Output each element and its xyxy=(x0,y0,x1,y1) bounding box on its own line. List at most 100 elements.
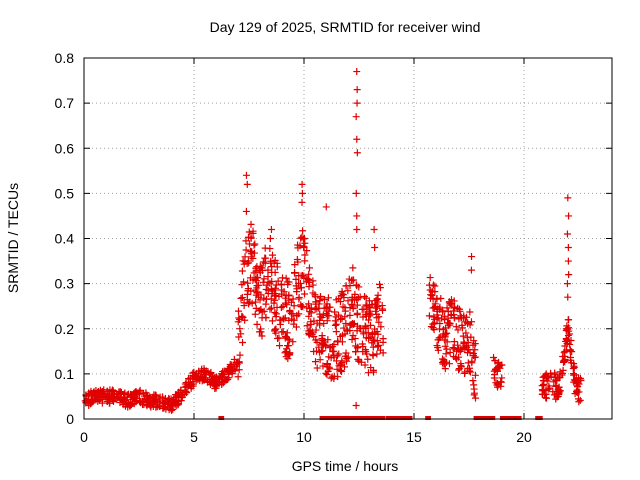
data-point xyxy=(550,378,558,386)
data-point xyxy=(151,395,159,403)
data-point xyxy=(542,371,550,379)
data-point xyxy=(375,313,383,321)
data-point xyxy=(378,302,386,310)
data-point xyxy=(426,274,434,282)
data-point xyxy=(377,323,385,331)
data-point xyxy=(322,203,330,211)
data-point xyxy=(259,258,267,266)
data-point xyxy=(443,304,451,312)
data-point xyxy=(428,292,436,300)
data-point xyxy=(373,328,381,336)
data-point xyxy=(300,274,308,282)
data-point xyxy=(238,281,246,289)
data-point xyxy=(442,358,450,366)
y-tick-label: 0.6 xyxy=(55,140,75,156)
data-point xyxy=(370,225,378,233)
data-point xyxy=(298,198,306,206)
data-point xyxy=(349,264,357,272)
data-point xyxy=(359,348,367,356)
data-point xyxy=(247,220,255,228)
data-point xyxy=(252,298,259,306)
data-point xyxy=(162,405,170,413)
data-point xyxy=(271,268,279,276)
y-tick-label: 0.4 xyxy=(55,231,75,247)
data-point xyxy=(301,257,309,265)
data-point xyxy=(259,278,267,286)
data-point xyxy=(159,393,167,401)
data-point xyxy=(350,276,358,284)
data-point xyxy=(252,304,260,312)
y-tick-label: 0.5 xyxy=(55,185,75,201)
data-point xyxy=(466,321,474,329)
data-point xyxy=(439,360,447,368)
data-point xyxy=(294,258,302,266)
data-point xyxy=(570,363,578,371)
data-point xyxy=(563,230,571,238)
data-point xyxy=(379,349,387,357)
data-point xyxy=(119,401,127,409)
data-point xyxy=(342,349,350,357)
data-point xyxy=(206,378,214,386)
data-point xyxy=(322,341,330,349)
data-point xyxy=(152,392,160,400)
gridlines xyxy=(84,58,612,419)
data-point xyxy=(319,362,327,370)
data-point xyxy=(218,379,226,387)
data-point xyxy=(367,321,375,329)
data-point xyxy=(434,336,442,344)
data-point xyxy=(257,325,265,333)
data-point xyxy=(575,398,583,406)
data-point xyxy=(437,295,445,303)
data-point xyxy=(242,207,250,215)
data-point xyxy=(285,342,293,350)
data-point xyxy=(359,328,367,336)
data-point xyxy=(301,290,309,298)
data-point xyxy=(169,398,177,406)
data-point xyxy=(237,330,245,338)
data-point xyxy=(250,241,258,249)
data-point xyxy=(338,338,346,346)
data-point xyxy=(247,233,255,241)
data-point xyxy=(564,257,572,265)
data-point xyxy=(104,396,112,404)
data-point xyxy=(375,341,383,349)
data-point xyxy=(250,249,258,257)
data-point xyxy=(452,354,460,362)
data-point xyxy=(547,373,555,381)
data-point xyxy=(463,313,471,321)
zero-point xyxy=(491,416,496,420)
data-point xyxy=(305,329,313,337)
data-point xyxy=(242,237,250,245)
data-point xyxy=(298,180,306,188)
x-tick-label: 5 xyxy=(190,429,198,445)
data-point xyxy=(451,314,459,322)
data-point xyxy=(95,393,103,401)
data-point xyxy=(443,345,451,353)
data-point xyxy=(469,377,477,385)
data-point xyxy=(242,246,250,254)
data-point xyxy=(324,336,332,344)
data-point xyxy=(305,300,313,308)
data-point xyxy=(346,311,354,319)
data-point xyxy=(425,281,433,289)
data-point xyxy=(85,401,93,409)
data-point xyxy=(450,345,458,353)
data-point xyxy=(466,308,474,316)
data-point xyxy=(538,390,546,398)
data-point xyxy=(353,135,361,143)
data-point xyxy=(438,314,446,322)
data-point xyxy=(566,330,574,338)
data-point xyxy=(467,333,475,341)
data-point xyxy=(212,384,220,392)
data-point xyxy=(490,353,498,361)
data-point xyxy=(371,244,379,252)
data-point xyxy=(272,284,280,292)
data-point xyxy=(92,396,100,404)
data-point xyxy=(326,303,334,311)
data-point xyxy=(450,303,458,311)
data-point xyxy=(297,284,305,292)
data-point xyxy=(269,251,277,259)
zero-point xyxy=(517,416,522,420)
data-point xyxy=(353,301,361,309)
data-point xyxy=(86,390,94,398)
